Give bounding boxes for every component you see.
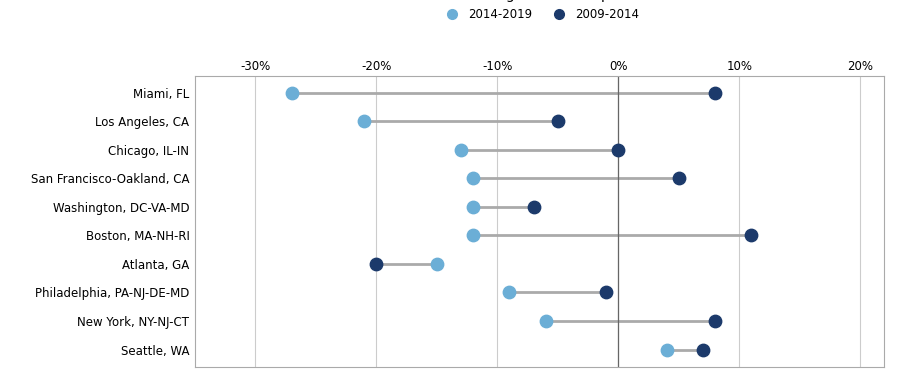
Point xyxy=(551,118,565,124)
Point xyxy=(696,347,710,353)
Point xyxy=(707,318,722,324)
Point xyxy=(599,290,613,296)
Point xyxy=(466,204,481,210)
Point xyxy=(454,147,468,153)
Point xyxy=(744,232,758,239)
Point xyxy=(526,204,541,210)
Point xyxy=(659,347,674,353)
Point xyxy=(611,147,626,153)
Legend: 2014-2019, 2009-2014: 2014-2019, 2009-2014 xyxy=(440,0,639,21)
Point xyxy=(466,232,481,239)
Point xyxy=(285,90,299,96)
Point xyxy=(671,175,686,181)
Point xyxy=(357,118,372,124)
Point xyxy=(369,261,384,267)
Point xyxy=(539,318,553,324)
Point xyxy=(430,261,444,267)
Point xyxy=(466,175,481,181)
Point xyxy=(707,90,722,96)
Point xyxy=(502,290,517,296)
